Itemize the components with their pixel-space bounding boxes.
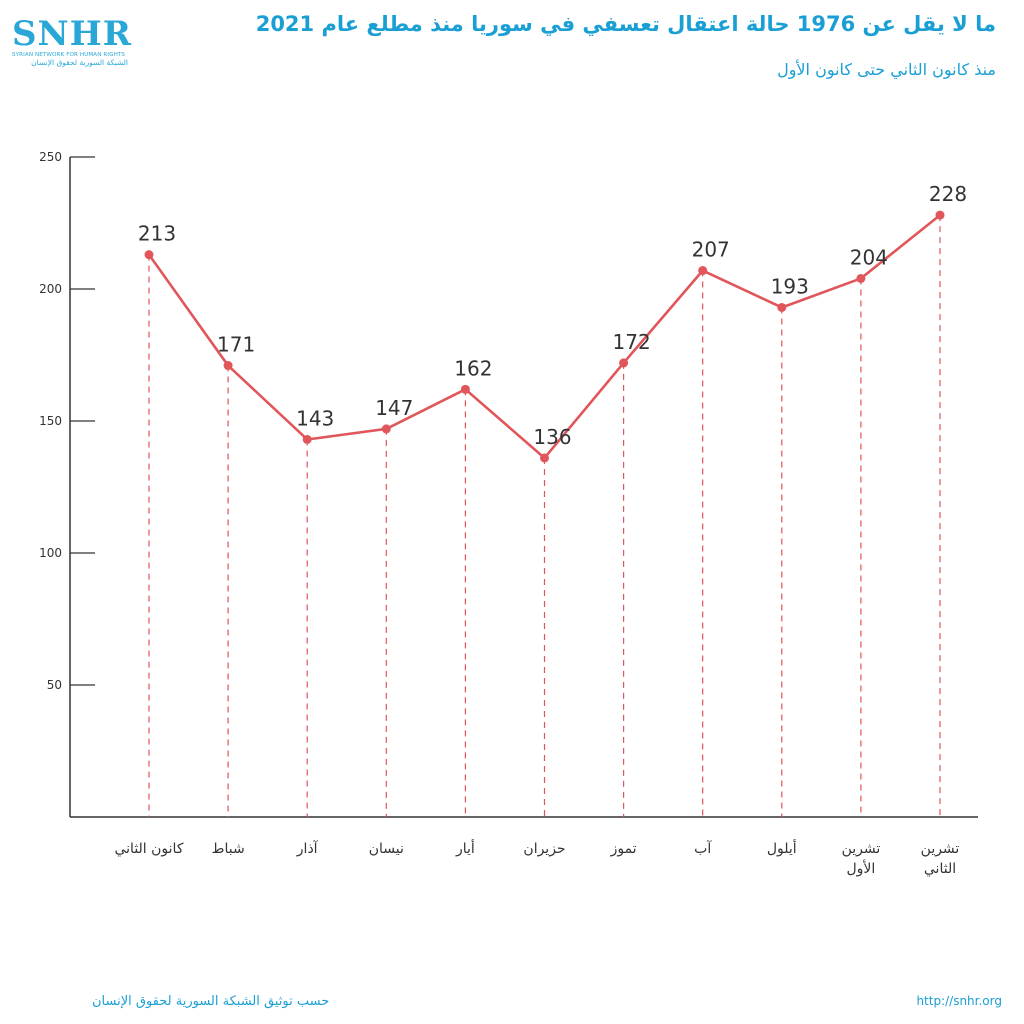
data-label: 147 (375, 396, 413, 420)
data-point (460, 384, 470, 394)
website-url: http://snhr.org (916, 994, 1002, 1008)
data-label: 136 (533, 425, 571, 449)
data-point (381, 424, 391, 434)
data-label: 162 (454, 356, 492, 380)
x-tick-label: شباط (212, 841, 245, 857)
y-tick-label: 100 (39, 546, 62, 560)
data-point (223, 361, 233, 371)
data-label: 171 (217, 333, 255, 357)
series-line (147, 214, 941, 460)
x-tick-label: كانون الثاني (114, 841, 183, 857)
data-point (144, 250, 154, 260)
chart-title: ما لا يقل عن 1976 حالة اعتقال تعسفي في س… (255, 12, 996, 36)
data-point (302, 434, 312, 444)
x-tick-label: حزيران (523, 841, 565, 857)
y-tick-label: 50 (47, 678, 62, 692)
data-label: 213 (138, 222, 176, 246)
data-point (698, 266, 708, 276)
logo-subtitle-arabic: الشبكة السورية لحقوق الإنسان (31, 58, 128, 67)
x-tick-label: أيار (455, 839, 475, 857)
y-tick-label: 200 (39, 282, 62, 296)
data-label: 207 (692, 238, 730, 262)
x-tick-label: تموز (610, 841, 637, 857)
x-tick-label: أيلول (767, 839, 797, 857)
x-tick-label: آذار (296, 840, 319, 857)
logo-wordmark: SNHR (12, 14, 133, 54)
data-label: 204 (850, 245, 888, 269)
source-note: حسب توثيق الشبكة السورية لحقوق الإنسان (92, 994, 330, 1009)
data-point (777, 302, 787, 312)
logo-subtitle-english: SYRIAN NETWORK FOR HUMAN RIGHTS (12, 52, 126, 58)
data-point (540, 453, 549, 463)
y-tick-label: 250 (39, 150, 62, 164)
x-tick-label: نيسان (369, 841, 404, 857)
data-label: 143 (296, 406, 334, 430)
x-tick-label: آب (694, 840, 712, 857)
data-point (856, 273, 866, 283)
data-label: 172 (613, 330, 651, 354)
snhr-logo: SNHR SYRIAN NETWORK FOR HUMAN RIGHTS الش… (12, 16, 132, 67)
chart-subtitle: منذ كانون الثاني حتى كانون الأول (777, 60, 996, 79)
data-label: 193 (771, 274, 809, 298)
x-tick-label: تشرين الأول (842, 841, 881, 877)
data-point (935, 210, 945, 220)
y-tick-label: 150 (39, 414, 62, 428)
data-point (619, 358, 629, 368)
x-tick-label: تشرين الثاني (921, 841, 960, 877)
data-label: 228 (929, 182, 967, 206)
